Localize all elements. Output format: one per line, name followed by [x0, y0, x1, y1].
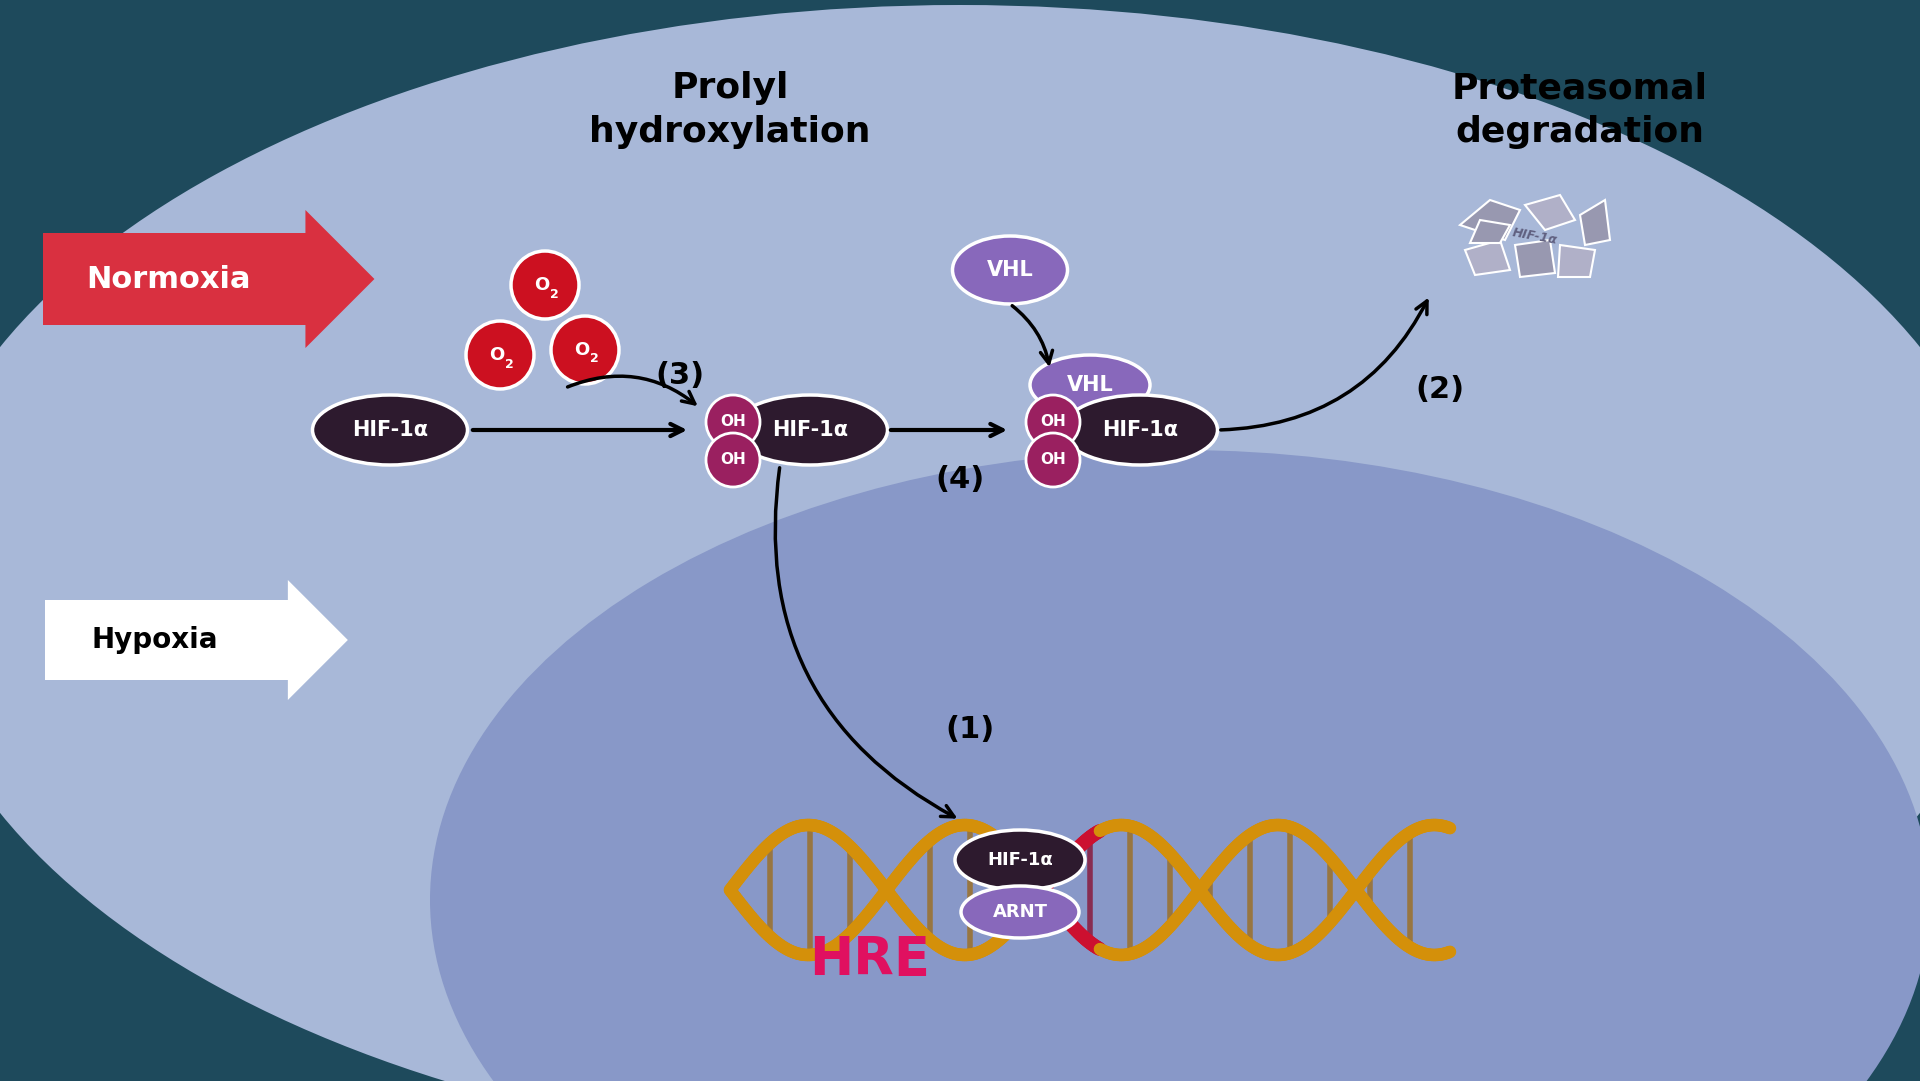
Text: HIF-1α: HIF-1α: [1102, 421, 1179, 440]
Text: 2: 2: [589, 352, 599, 365]
Circle shape: [707, 433, 760, 488]
Circle shape: [1025, 395, 1079, 449]
Text: (2): (2): [1415, 375, 1465, 404]
Ellipse shape: [313, 395, 467, 465]
Text: O: O: [534, 276, 549, 294]
Circle shape: [1025, 433, 1079, 488]
Circle shape: [511, 251, 580, 319]
Ellipse shape: [1062, 395, 1217, 465]
Text: OH: OH: [720, 414, 745, 429]
Text: HIF-1α: HIF-1α: [351, 421, 428, 440]
Text: ARNT: ARNT: [993, 903, 1048, 921]
Text: HIF-1α: HIF-1α: [772, 421, 849, 440]
Text: 2: 2: [505, 358, 513, 371]
Polygon shape: [1459, 200, 1521, 240]
Text: HIF-1α: HIF-1α: [1511, 227, 1559, 248]
FancyBboxPatch shape: [44, 580, 348, 700]
Polygon shape: [1557, 245, 1596, 277]
Ellipse shape: [0, 5, 1920, 1081]
Text: (4): (4): [935, 466, 985, 494]
Text: HRE: HRE: [810, 934, 931, 986]
Polygon shape: [1580, 200, 1611, 245]
Polygon shape: [1471, 221, 1509, 243]
Ellipse shape: [952, 236, 1068, 304]
Text: Normoxia: Normoxia: [86, 265, 252, 294]
Ellipse shape: [733, 395, 887, 465]
Text: (3): (3): [655, 360, 705, 389]
Polygon shape: [1465, 240, 1509, 275]
Ellipse shape: [1029, 355, 1150, 415]
Text: VHL: VHL: [987, 261, 1033, 280]
Text: OH: OH: [1041, 414, 1066, 429]
Text: O: O: [490, 346, 505, 364]
Text: OH: OH: [720, 453, 745, 467]
Text: (1): (1): [945, 716, 995, 745]
Ellipse shape: [962, 886, 1079, 938]
Text: VHL: VHL: [1068, 375, 1114, 395]
Text: Prolyl
hydroxylation: Prolyl hydroxylation: [589, 71, 872, 149]
Text: Proteasomal
degradation: Proteasomal degradation: [1452, 71, 1709, 149]
Text: 2: 2: [549, 288, 559, 301]
Text: HIF-1α: HIF-1α: [987, 851, 1052, 869]
Circle shape: [551, 316, 618, 384]
Polygon shape: [1524, 195, 1574, 230]
Circle shape: [707, 395, 760, 449]
Text: O: O: [574, 341, 589, 359]
Text: OH: OH: [1041, 453, 1066, 467]
Ellipse shape: [430, 450, 1920, 1081]
Ellipse shape: [954, 830, 1085, 890]
FancyBboxPatch shape: [42, 210, 374, 348]
Polygon shape: [1515, 240, 1555, 277]
Text: Hypoxia: Hypoxia: [92, 626, 219, 654]
Circle shape: [467, 321, 534, 389]
